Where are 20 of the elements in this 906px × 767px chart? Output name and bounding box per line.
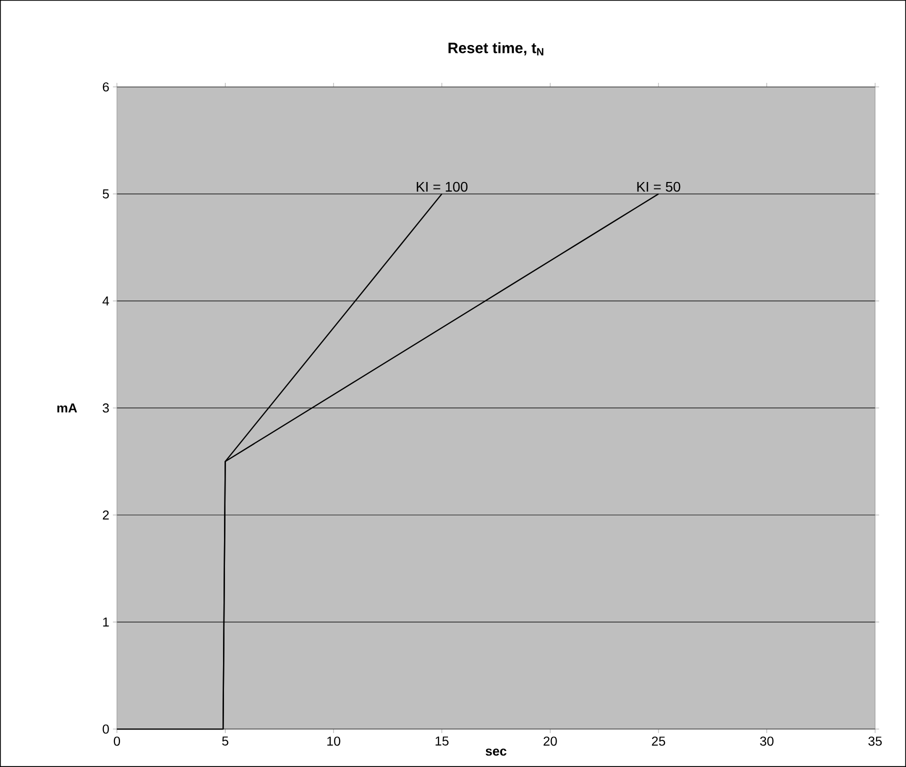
y-tick-label: 6 (102, 82, 109, 92)
series-label: KI = 100 (416, 182, 468, 192)
x-tick-label: 20 (544, 736, 557, 746)
y-tick-label: 0 (102, 724, 109, 734)
x-tick-label: 5 (222, 736, 228, 746)
x-tick-label: 30 (760, 736, 774, 746)
x-tick-label: 35 (868, 736, 882, 746)
y-axis-title: mA (57, 404, 78, 412)
x-tick-label: 0 (114, 736, 120, 746)
series-label: KI = 50 (637, 182, 680, 192)
x-tick-label: 10 (327, 736, 340, 746)
chart-title: Reset time, t$_{N}$ (448, 42, 544, 56)
x-tick-label: 25 (652, 736, 666, 746)
x-tick-label: 15 (436, 736, 449, 746)
y-tick-label: 4 (102, 296, 110, 306)
y-tick-label: 1 (103, 618, 109, 626)
y-tick-label: 3 (102, 403, 109, 413)
x-axis-title: sec (486, 748, 506, 756)
y-tick-label: 2 (102, 510, 109, 520)
y-tick-label: 5 (102, 189, 109, 198)
